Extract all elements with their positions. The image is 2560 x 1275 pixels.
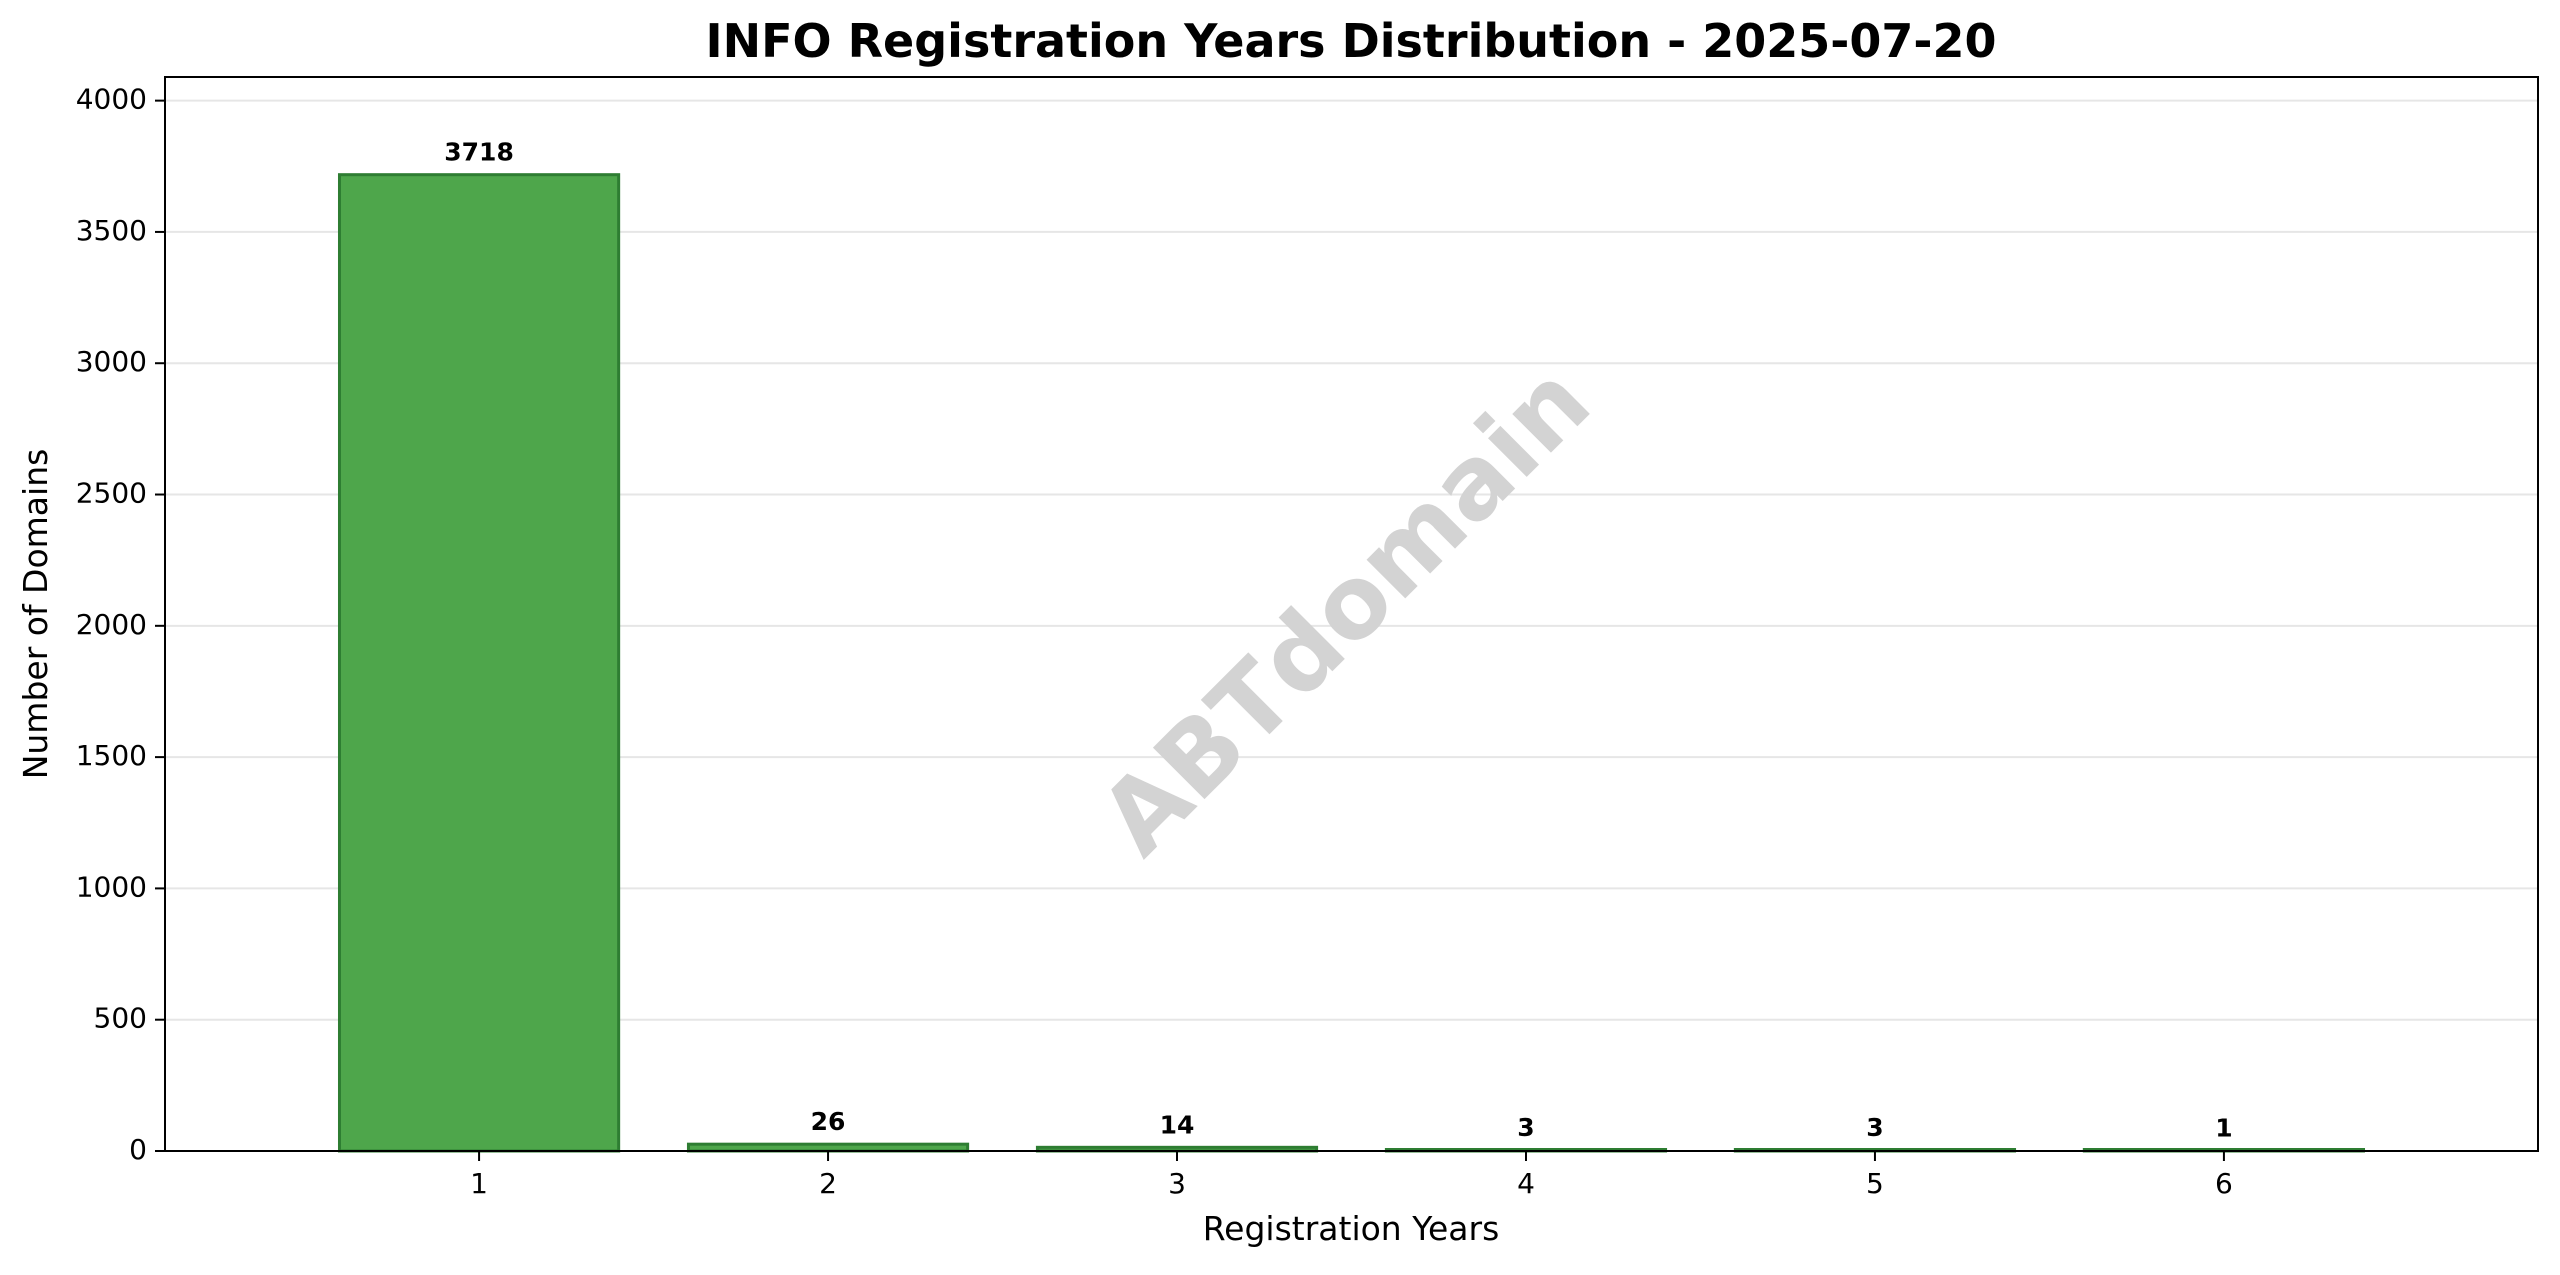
x-axis: 1 2 3 4 5 6 bbox=[470, 1151, 2233, 1200]
y-tick-label: 500 bbox=[94, 1002, 147, 1035]
x-tick-label: 6 bbox=[2215, 1167, 2233, 1200]
bars-layer bbox=[337, 173, 2366, 1153]
y-tick-label: 3000 bbox=[76, 345, 147, 378]
data-label: 14 bbox=[1160, 1110, 1195, 1139]
y-tick-label: 1000 bbox=[76, 870, 147, 903]
y-tick-label: 0 bbox=[129, 1133, 147, 1166]
x-tick-label: 1 bbox=[470, 1167, 488, 1200]
watermark: ABTdomain bbox=[1078, 343, 1613, 878]
x-axis-label: Registration Years bbox=[1203, 1209, 1500, 1248]
x-tick-label: 4 bbox=[1517, 1167, 1535, 1200]
y-tick-label: 1500 bbox=[76, 739, 147, 772]
x-tick-label: 3 bbox=[1168, 1167, 1186, 1200]
y-axis-label: Number of Domains bbox=[16, 449, 55, 780]
data-label: 1 bbox=[2215, 1114, 2232, 1143]
y-tick-label: 2000 bbox=[76, 608, 147, 641]
y-axis: 0 500 1000 1500 2000 2500 3000 3500 4000 bbox=[76, 83, 165, 1166]
data-label: 26 bbox=[811, 1107, 846, 1136]
y-tick-label: 4000 bbox=[76, 83, 147, 116]
bar-1 bbox=[337, 173, 621, 1153]
data-labels-layer: 3718 26 14 3 3 1 bbox=[444, 138, 2232, 1143]
bar-2 bbox=[686, 1142, 970, 1153]
x-tick-label: 2 bbox=[819, 1167, 837, 1200]
plot-frame bbox=[164, 76, 2539, 1152]
data-label: 3 bbox=[1517, 1113, 1534, 1142]
data-label: 3 bbox=[1866, 1113, 1883, 1142]
data-label: 3718 bbox=[444, 138, 514, 167]
chart-title: INFO Registration Years Distribution - 2… bbox=[705, 14, 1996, 68]
y-tick-label: 2500 bbox=[76, 477, 147, 510]
x-tick-label: 5 bbox=[1866, 1167, 1884, 1200]
y-tick-label: 3500 bbox=[76, 214, 147, 247]
